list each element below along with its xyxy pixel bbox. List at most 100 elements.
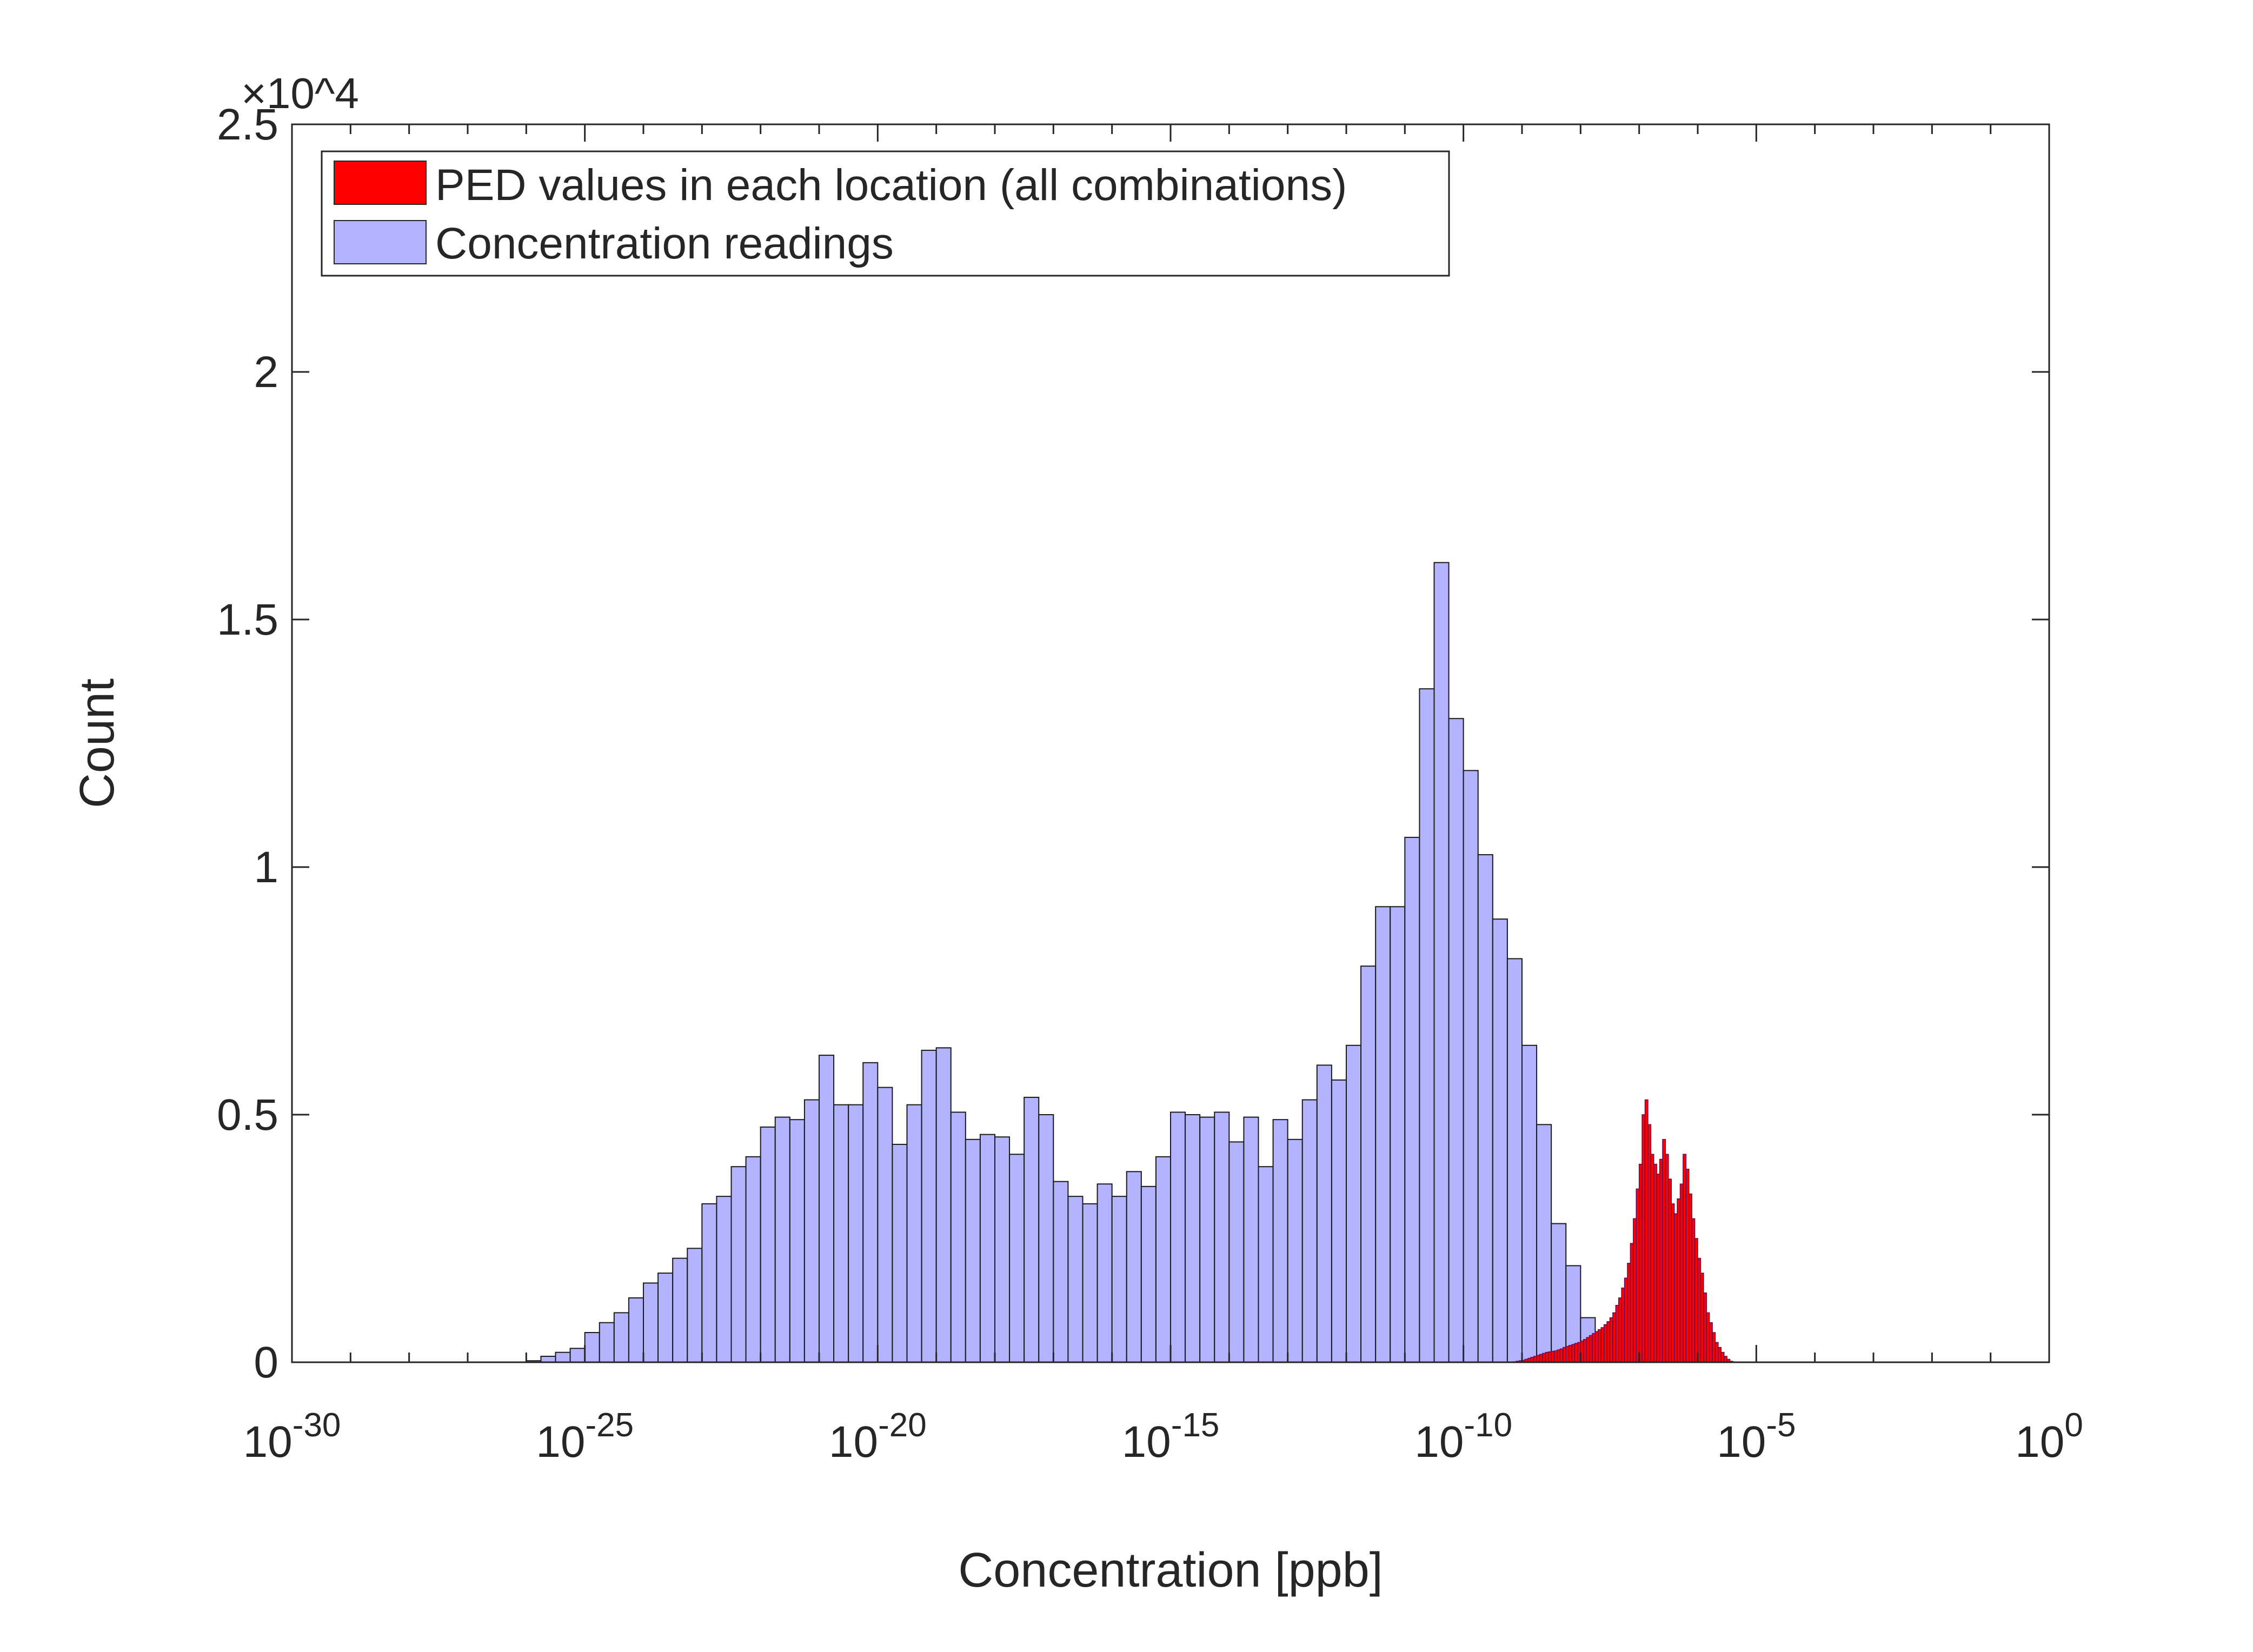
ped-bar	[1656, 1174, 1660, 1363]
concentration-bar	[1375, 906, 1391, 1363]
ped-bar	[1662, 1139, 1666, 1363]
concentration-bar	[1477, 854, 1493, 1363]
concentration-bar	[1111, 1196, 1127, 1363]
concentration-bar	[716, 1196, 732, 1363]
concentration-bar	[1360, 965, 1377, 1363]
y-tick-label: 1.5	[217, 595, 278, 644]
ped-bar	[1712, 1332, 1716, 1363]
x-tick-label: 10-10	[1414, 1407, 1512, 1467]
ped-bar	[1644, 1099, 1649, 1363]
ped-bar	[1545, 1351, 1549, 1363]
concentration-bar	[862, 1062, 879, 1363]
ped-bar	[1615, 1304, 1619, 1363]
concentration-bar	[1258, 1166, 1274, 1363]
ped-bar	[1685, 1169, 1690, 1363]
concentration-bar	[1316, 1064, 1332, 1363]
y-tick-label: 1	[254, 843, 278, 892]
concentration-bar	[1331, 1079, 1347, 1363]
concentration-bar	[1082, 1203, 1098, 1363]
concentration-bar	[994, 1136, 1011, 1363]
concentration-bar	[877, 1087, 893, 1363]
x-tick-label: 10-15	[1122, 1407, 1220, 1467]
legend-label-concentration: Concentration readings	[435, 219, 894, 268]
concentration-bar	[833, 1104, 849, 1363]
concentration-bar	[921, 1049, 937, 1363]
concentration-bar	[628, 1297, 644, 1363]
concentration-bar	[1214, 1111, 1230, 1363]
ped-bar	[1568, 1345, 1572, 1363]
concentration-bar	[1346, 1044, 1362, 1363]
x-tick-labels: 10-30 10-25 10-20 10-15 10-10 10-5 100	[243, 1407, 2083, 1467]
ped-bar	[1691, 1218, 1696, 1363]
y-tick-label: 2	[254, 348, 278, 397]
concentration-bar	[1301, 1099, 1318, 1363]
ped-bar	[1724, 1356, 1727, 1363]
ped-bar	[1583, 1339, 1587, 1363]
ped-bar	[1559, 1348, 1564, 1363]
concentration-bar	[1155, 1156, 1171, 1363]
ped-bar	[1636, 1188, 1640, 1363]
ped-bar	[1718, 1347, 1722, 1363]
ped-bar	[1714, 1342, 1719, 1363]
concentration-bar	[1463, 770, 1479, 1363]
concentration-bar	[1390, 906, 1406, 1363]
ped-bar	[1627, 1263, 1631, 1363]
concentration-bar	[1448, 718, 1464, 1363]
concentration-bar	[1551, 1223, 1567, 1363]
concentration-bar	[1009, 1154, 1025, 1363]
ped-bar	[1700, 1273, 1704, 1363]
ped-bar	[1553, 1350, 1558, 1363]
concentration-bar	[1272, 1119, 1288, 1363]
ped-bar	[1650, 1154, 1654, 1363]
ped-bar	[1673, 1213, 1678, 1363]
ped-bar	[1542, 1353, 1546, 1363]
ped-bar	[1677, 1198, 1681, 1363]
ped-bar	[1592, 1333, 1596, 1363]
ped-bar	[1641, 1114, 1646, 1363]
concentration-bar	[1067, 1196, 1084, 1363]
concentration-bar	[1419, 688, 1435, 1363]
ped-bar	[1603, 1324, 1607, 1363]
ped-bar	[1665, 1154, 1669, 1363]
concentration-bar	[935, 1047, 952, 1363]
ped-bar	[1679, 1183, 1684, 1363]
ped-bar	[1653, 1163, 1657, 1363]
y-tick-label: 0.5	[217, 1090, 278, 1140]
concentration-bar	[760, 1126, 776, 1363]
concentration-bar	[906, 1104, 922, 1363]
concentration-bar	[613, 1312, 629, 1363]
x-tick-label: 10-30	[243, 1407, 341, 1467]
x-tick-label: 10-20	[829, 1407, 927, 1467]
concentration-bar	[1404, 837, 1420, 1363]
concentration-bar	[1096, 1183, 1113, 1363]
concentration-bar	[1287, 1138, 1303, 1363]
ped-bar	[1600, 1327, 1605, 1363]
ped-bar	[1624, 1277, 1628, 1363]
concentration-bar	[979, 1134, 996, 1363]
concentration-bar	[643, 1282, 659, 1363]
ped-bar	[1594, 1331, 1599, 1363]
ped-bar	[1548, 1351, 1552, 1363]
concentration-bar	[1185, 1114, 1201, 1363]
ped-bar	[1683, 1154, 1687, 1363]
x-tick-label: 10-25	[536, 1407, 634, 1467]
ped-bar	[1703, 1293, 1707, 1363]
ped-bar	[1612, 1312, 1617, 1363]
concentration-bar	[965, 1138, 981, 1363]
ped-bar	[1551, 1351, 1555, 1363]
ped-bar	[1609, 1317, 1613, 1363]
concentration-bar	[1024, 1096, 1040, 1363]
concentration-bar	[1506, 958, 1523, 1363]
ped-bar	[1671, 1203, 1675, 1363]
ped-bar	[1706, 1312, 1710, 1363]
ped-bar	[1659, 1158, 1663, 1363]
concentration-bar	[1228, 1141, 1245, 1363]
ped-bar	[1621, 1287, 1625, 1363]
concentration-bar	[745, 1156, 761, 1363]
legend-swatch-ped	[334, 161, 427, 205]
concentration-bar	[672, 1257, 688, 1363]
concentration-bar	[848, 1104, 864, 1363]
concentration-bar	[1170, 1111, 1186, 1363]
y-tick-labels: 0 0.5 1 1.5 2 2.5	[217, 100, 278, 1387]
